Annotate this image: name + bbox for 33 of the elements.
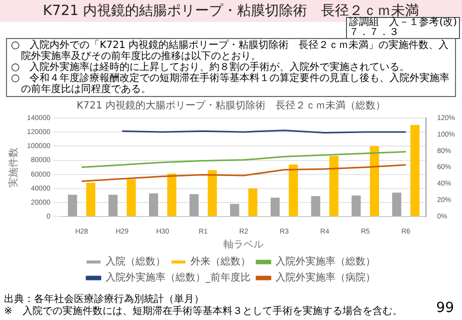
- bar: [311, 196, 320, 216]
- bar: [329, 156, 338, 216]
- bar: [392, 192, 402, 216]
- chart-subtitle: K721 内視鏡的大腸ポリープ・粘膜切除術 長径２ｃｍ未満（総数）: [76, 100, 386, 112]
- bar: [248, 188, 258, 216]
- legend-label: 入院（総数）: [106, 256, 166, 268]
- bar: [86, 182, 96, 216]
- bar: [230, 204, 240, 216]
- text: ※ 入院での実施件数には、短期滞在手術等基本料３として手術を実施する場合を含む。: [4, 306, 402, 318]
- bar: [270, 198, 280, 216]
- bar: [108, 194, 118, 216]
- bar: [288, 164, 298, 216]
- text: ○ 入院内外での「K721 内視鏡的結腸ポリープ・粘膜切除術 長径２ｃｍ未満」の実施件数、入院外実施率及びその前年度比の推移は以下のとおり。: [11, 40, 450, 62]
- bar: [167, 174, 176, 216]
- x-axis-title: 軸ラベル: [224, 238, 264, 251]
- text: ○ 令和４年度診療報酬改定での短期滞在手術等基本料１の算定要件の見直し後も、入院外実施率の前年度比は同程度である。: [11, 73, 451, 95]
- text: 診調組 入－１参考(改) ７．７．３: [346, 17, 460, 39]
- bar: [68, 194, 78, 216]
- bar: [410, 125, 420, 216]
- bar: [190, 194, 199, 216]
- text: 99: [436, 300, 454, 316]
- legend-label: 入院外実施率（病院）: [276, 272, 376, 284]
- bar: [148, 193, 158, 216]
- text: ○ 入院外実施率は経時的に上昇しており、約８割の手術が、入院外で実施されている。: [11, 62, 410, 73]
- bar: [208, 170, 217, 216]
- bar: [370, 146, 379, 216]
- source-note: 出典：各年社会医療診療行為別統計（単月）: [4, 294, 205, 306]
- bar: [126, 179, 136, 216]
- legend-label: 外来（総数）: [190, 256, 250, 268]
- legend-label: 入院外実施率（総数）: [276, 256, 376, 268]
- bar: [352, 195, 361, 216]
- y-axis-title: 実施件数: [8, 147, 20, 188]
- legend-label: 入院外実施率（総数）_前年度比: [106, 272, 250, 284]
